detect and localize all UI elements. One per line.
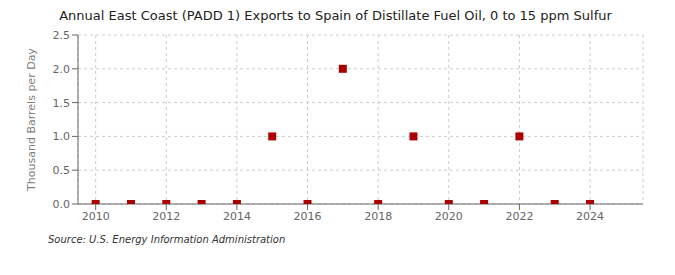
svg-text:2018: 2018 xyxy=(364,210,392,223)
svg-text:2.0: 2.0 xyxy=(53,63,71,76)
svg-text:2022: 2022 xyxy=(505,210,533,223)
svg-text:1.0: 1.0 xyxy=(53,130,71,143)
svg-text:2012: 2012 xyxy=(152,210,180,223)
svg-text:0.5: 0.5 xyxy=(53,164,71,177)
svg-text:2.5: 2.5 xyxy=(53,29,71,42)
svg-text:Thousand Barrels per Day: Thousand Barrels per Day xyxy=(25,48,38,192)
html-text:Annual East Coast (PADD 1) Exp: Annual East Coast (PADD 1) Exports to Sp… xyxy=(59,8,612,23)
svg-text:2020: 2020 xyxy=(435,210,463,223)
svg-text:2016: 2016 xyxy=(294,210,322,223)
svg-text:0.0: 0.0 xyxy=(53,198,71,211)
svg-text:2014: 2014 xyxy=(223,210,251,223)
svg-text:2010: 2010 xyxy=(82,210,110,223)
svg-text:1.5: 1.5 xyxy=(53,97,71,110)
svg-text:2024: 2024 xyxy=(576,210,604,223)
html-text:Source: U.S. Energy Informatio: Source: U.S. Energy Information Administ… xyxy=(48,234,286,245)
